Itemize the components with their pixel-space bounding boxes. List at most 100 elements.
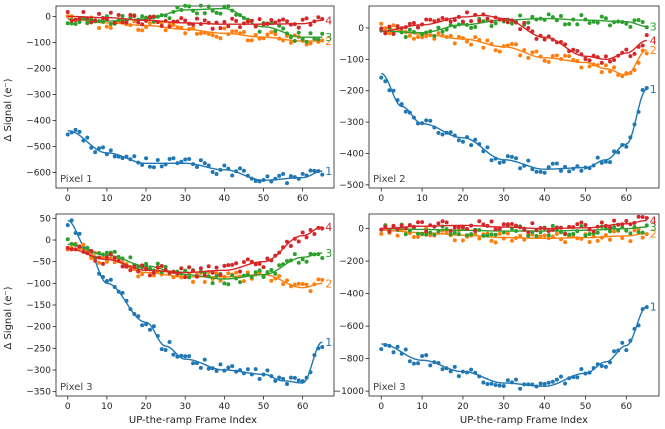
data-point (151, 324, 156, 329)
data-point (624, 144, 629, 149)
data-point (395, 344, 400, 349)
data-point (509, 154, 514, 159)
data-point (587, 58, 592, 63)
data-point (571, 231, 576, 236)
data-point (214, 172, 219, 177)
data-point (238, 269, 243, 274)
data-point (108, 252, 113, 257)
series-4: 4 (65, 221, 332, 280)
series-label-2: 2 (325, 277, 332, 290)
panel-label: Pixel 3 (60, 382, 93, 393)
data-point (140, 272, 145, 277)
data-point (155, 265, 160, 270)
data-point (416, 231, 421, 236)
data-point (587, 240, 592, 245)
data-point (277, 273, 282, 278)
data-point (100, 145, 105, 150)
data-point (456, 34, 461, 39)
data-point (509, 222, 514, 227)
data-point (269, 17, 274, 22)
data-point (411, 234, 416, 239)
data-point (308, 227, 313, 232)
data-point (546, 380, 551, 385)
data-point (198, 365, 203, 370)
data-point (411, 36, 416, 41)
data-point (514, 223, 519, 228)
data-point (465, 10, 470, 15)
data-point (612, 349, 617, 354)
data-point (218, 362, 223, 367)
data-point (640, 235, 645, 240)
data-point (546, 12, 551, 17)
plot-frame (55, 213, 335, 397)
x-tick-label: 0 (378, 194, 384, 204)
series-3: 3 (65, 3, 332, 44)
data-point (202, 273, 207, 278)
data-point (163, 347, 168, 352)
data-point (304, 16, 309, 21)
data-point (603, 364, 608, 369)
series-label-4: 4 (650, 215, 657, 228)
data-point (526, 158, 531, 163)
data-point (300, 17, 305, 22)
x-tick-label: 10 (416, 402, 428, 412)
data-point (493, 21, 498, 26)
data-point (620, 340, 625, 345)
data-point (485, 16, 490, 21)
data-point (603, 63, 608, 68)
data-point (65, 237, 70, 242)
data-point (265, 256, 270, 261)
series-label-3: 3 (650, 221, 657, 234)
data-point (514, 156, 519, 161)
data-point (187, 265, 192, 270)
data-point (493, 48, 498, 53)
data-point (112, 255, 117, 260)
data-point (452, 238, 457, 243)
data-point (514, 42, 519, 47)
data-point (214, 34, 219, 39)
data-point (379, 231, 384, 236)
data-point (452, 41, 457, 46)
data-point (399, 102, 404, 107)
data-point (65, 223, 70, 228)
data-point (485, 233, 490, 238)
series-1: 1 (379, 72, 657, 175)
data-point (222, 4, 227, 9)
data-point (296, 378, 301, 383)
data-point (222, 19, 227, 24)
data-point (253, 24, 258, 29)
data-point (285, 19, 290, 24)
data-point (640, 215, 645, 219)
data-point (288, 174, 293, 179)
data-point (104, 24, 109, 29)
data-point (97, 146, 102, 151)
data-point (477, 219, 482, 224)
data-point (624, 219, 629, 224)
data-point (428, 17, 433, 22)
data-point (636, 214, 641, 219)
data-point (514, 377, 519, 382)
y-tick-label: −100 (26, 38, 51, 48)
data-point (292, 375, 297, 380)
data-point (167, 339, 172, 344)
plot-frame (368, 213, 660, 397)
data-point (183, 31, 188, 36)
data-point (579, 65, 584, 70)
data-point (73, 127, 78, 132)
data-point (436, 31, 441, 36)
data-point (73, 22, 78, 26)
data-point (432, 232, 437, 237)
data-point (288, 243, 293, 248)
y-tick-label: −500 (339, 181, 364, 191)
data-point (241, 168, 246, 173)
data-point (140, 263, 145, 268)
data-point (567, 232, 572, 237)
data-point (497, 49, 502, 54)
data-point (218, 278, 223, 283)
data-point (194, 11, 199, 16)
series-1: 1 (379, 301, 657, 391)
data-point (575, 22, 580, 27)
data-point (395, 233, 400, 238)
fit-line (67, 226, 323, 274)
data-point (460, 19, 465, 24)
